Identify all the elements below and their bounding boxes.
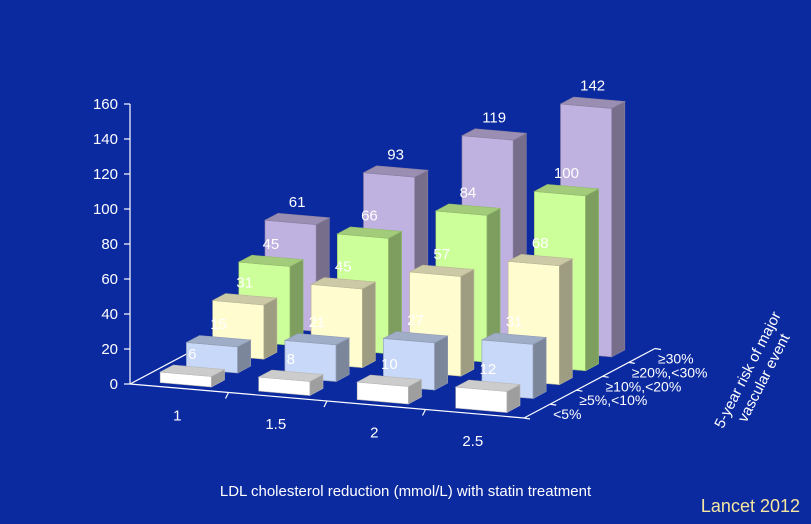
bar-2-0 [356,374,423,405]
y-tick-label: 60 [101,271,118,288]
bar-top-face [237,254,305,267]
depth-tick [654,347,662,351]
bar-3-0 [454,379,522,414]
y-tick-label: 120 [93,166,118,183]
bar-top-face [454,379,522,392]
depth-axis-title: 5-year risk of majorvascular event [711,309,800,439]
x-tick-label: 1 [173,407,181,424]
bar-top-face [382,331,449,344]
chart-bars [159,96,626,414]
bar-value-label: 31 [506,314,523,331]
y-tick-label: 40 [101,306,118,323]
bar-value-label: 84 [460,185,477,202]
x-tick [224,392,230,399]
y-tick-label: 140 [93,131,118,148]
bar-top-face [263,212,331,225]
bar-value-label: 12 [480,361,497,378]
bar-value-label: 27 [407,312,424,329]
bar-value-label: 6 [188,346,196,363]
bar-top-face [408,264,475,277]
bar-value-label: 61 [289,194,306,211]
x-tick [323,400,328,408]
bar-value-label: 10 [381,356,398,373]
source-citation: Lancet 2012 [700,496,800,516]
bar-side-face [585,188,599,372]
bar-value-label: 119 [482,109,506,126]
bar-top-face [480,332,548,345]
depth-axis-right-line [523,347,656,419]
bar-top-face [283,333,351,346]
bar-top-face [310,277,377,290]
bar-1-0 [257,369,325,397]
bar-side-face [289,259,304,346]
depth-tick [628,361,635,364]
depth-tick [550,403,557,406]
x-tick-label: 1.5 [265,416,286,433]
depth-tick [602,375,609,378]
y-tick-label: 80 [101,236,118,253]
bar-top-face [257,369,325,382]
bar-side-face [263,297,278,360]
bar-top-face [356,374,423,387]
depth-tick [523,417,531,420]
bar-top-face [507,253,574,267]
bar-value-label: 68 [532,235,549,252]
chart-labels: 0 20 40 60 80 100 120 140 160 1 1.5 2 2.5 <5%≥5%,<10%… [93,78,800,450]
depth-tick-label: ≥30% [658,350,694,366]
bar-0-1 [185,335,252,374]
depth-tick-label: ≥20%,<30% [632,364,708,380]
depth-tick-label: <5% [553,406,581,422]
bar-value-label: 142 [580,78,605,95]
y-tick-label: 20 [101,341,118,358]
bar-top-face [159,364,226,377]
x-tick-label: 2.5 [462,433,483,450]
bar-value-label: 45 [263,236,280,253]
bar-side-face [558,258,573,386]
bar-top-face [533,184,600,197]
y-tick-label: 0 [110,376,118,393]
y-tick-label: 160 [93,96,118,113]
depth-tick-label: ≥5%,<10% [579,392,647,408]
bar-0-0 [159,364,226,388]
bar-value-label: 8 [287,351,295,368]
bar-side-face [361,281,376,369]
bar-side-face [434,335,449,391]
x-tick [421,409,427,416]
bar-top-face [434,203,502,216]
bar-side-face [611,100,626,358]
bar-top-face [336,226,403,239]
depth-tick [576,389,583,392]
chart-axes [124,103,662,420]
bar-value-label: 21 [309,314,326,331]
bar-value-label: 93 [387,146,404,163]
bar-value-label: 57 [433,246,450,263]
bar-value-label: 100 [554,165,579,182]
bar-top-face [185,335,252,348]
depth-tick-label: ≥10%,<20% [606,378,682,394]
bar-value-label: 45 [335,258,352,275]
y-tick-label: 100 [93,201,118,218]
bar-value-label: 66 [361,208,378,225]
bar-side-face [460,269,475,377]
bar-top-face [460,128,528,141]
x-axis-label: LDL cholesterol reduction (mmol/L) with … [219,483,592,500]
bar-value-label: 31 [236,274,253,291]
bar-side-face [335,337,350,383]
x-tick-label: 2 [370,424,378,441]
bar-top-face [559,96,626,109]
bar-top-face [362,165,429,178]
bar-side-face [532,336,547,400]
bar-top-face [211,293,278,306]
bar-value-label: 15 [210,316,227,333]
